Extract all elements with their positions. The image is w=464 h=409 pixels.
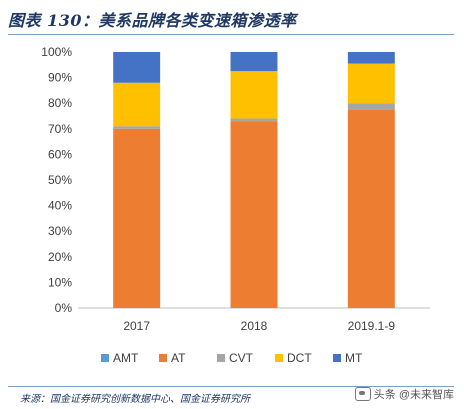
- legend-swatch-mt: [333, 354, 341, 362]
- y-tick-label: 100%: [41, 45, 72, 59]
- bar-segment-dct: [113, 82, 161, 127]
- bar-segment-cvt: [230, 118, 278, 122]
- y-tick-label: 0%: [55, 301, 73, 315]
- y-tick-label: 30%: [48, 224, 72, 238]
- title-divider: [8, 34, 454, 35]
- stacked-bar-chart: 0% 10% 20% 30% 40% 50% 60% 70% 80% 90% 100% 2017 201…: [41, 45, 430, 365]
- bar-segment-mt: [230, 52, 278, 72]
- x-tick-label: 2017: [123, 319, 150, 333]
- chart-title: 图表 130：美系品牌各类变速箱渗透率: [8, 11, 297, 30]
- legend-swatch-at: [159, 354, 167, 362]
- legend-label-mt: MT: [345, 351, 363, 365]
- toutiao-logo-icon: [354, 387, 371, 401]
- legend-swatch-amt: [101, 354, 109, 362]
- bar-segment-dct: [230, 71, 278, 119]
- bar-segment-dct: [347, 63, 395, 104]
- bar-segment-mt: [113, 52, 161, 83]
- footer-divider: [8, 386, 454, 387]
- source-note: 来源：国金证券研究创新数据中心、国金证券研究所: [20, 394, 250, 405]
- y-tick-label: 70%: [48, 122, 72, 136]
- legend-swatch-dct: [275, 354, 283, 362]
- legend-label-at: AT: [171, 351, 186, 365]
- bar-segment-cvt: [347, 103, 395, 110]
- y-tick-label: 40%: [48, 199, 72, 213]
- y-tick-label: 10%: [48, 275, 72, 289]
- legend-swatch-cvt: [217, 354, 225, 362]
- bar-segment-mt: [347, 52, 395, 64]
- x-tick-label: 2019.1-9: [348, 319, 396, 333]
- legend-label-dct: DCT: [287, 351, 312, 365]
- watermark-text: 头条 @未来智库: [373, 389, 454, 401]
- bar-segment-at: [113, 128, 161, 308]
- bar-segment-at: [230, 121, 278, 309]
- y-tick-label: 60%: [48, 147, 72, 161]
- y-tick-label: 20%: [48, 250, 72, 264]
- y-tick-label: 90%: [48, 71, 72, 85]
- legend-label-amt: AMT: [113, 351, 139, 365]
- bar-segment-at: [347, 109, 395, 308]
- y-tick-label: 80%: [48, 96, 72, 110]
- x-tick-label: 2018: [241, 319, 268, 333]
- legend-label-cvt: CVT: [229, 351, 254, 365]
- bar-segment-cvt: [113, 126, 161, 129]
- chart-title-bar: 图表 130：美系品牌各类变速箱渗透率: [8, 6, 448, 32]
- watermark: 头条 @未来智库: [354, 386, 454, 402]
- y-tick-label: 50%: [48, 173, 72, 187]
